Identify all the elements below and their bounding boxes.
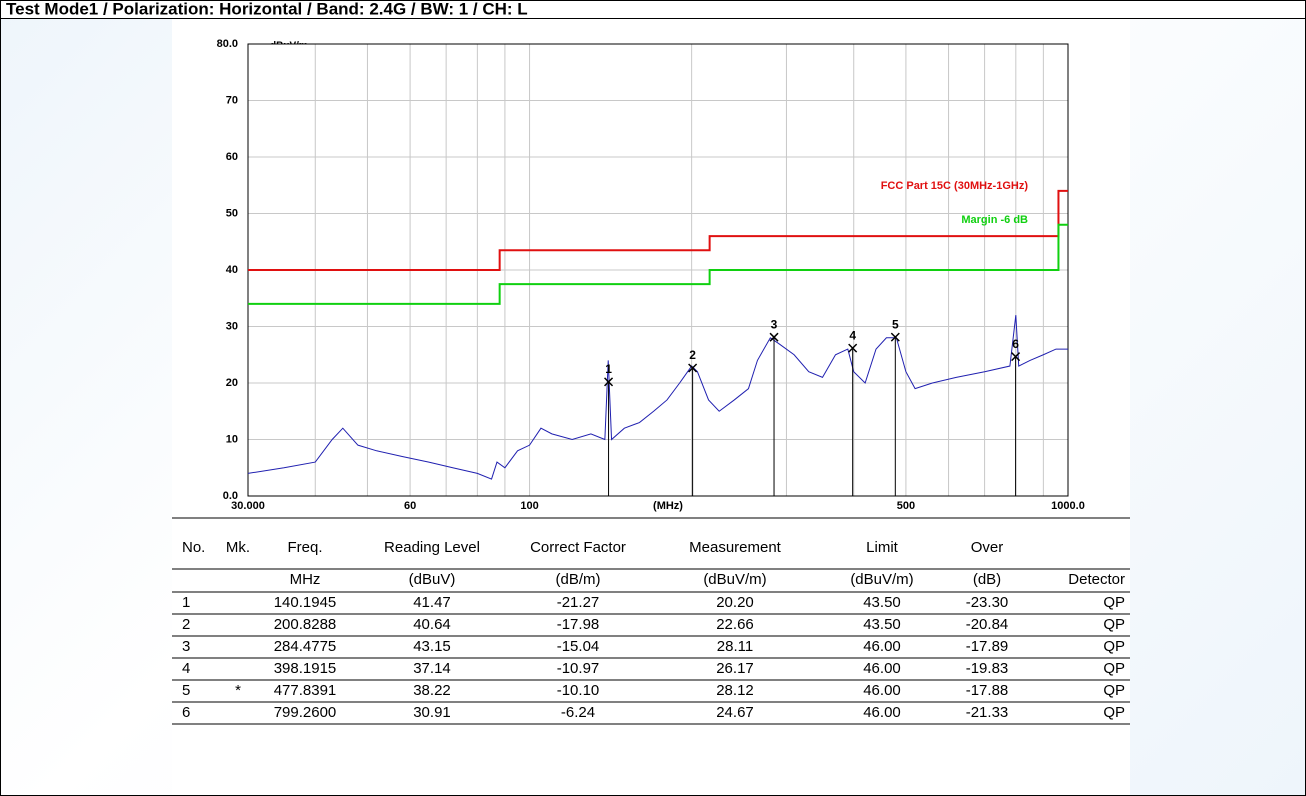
marker [604,377,614,387]
table-cell: 284.4775 [274,638,337,655]
table-cell: (dBuV/m) [703,571,766,588]
table-cell: No. [182,539,205,556]
marker-label: 5 [892,317,899,331]
x-tick-label: 1000.0 [1051,500,1085,512]
table-cell: Over [971,539,1004,556]
table-cell: 46.00 [863,660,901,677]
legend-entry: Margin -6 dB [961,214,1028,226]
table-cell: -20.84 [966,616,1009,633]
marker [848,343,858,353]
table-cell: 46.00 [863,682,901,699]
table-cell: 6 [182,704,190,721]
marker-label: 2 [689,348,696,362]
marker [688,363,698,373]
table-cell: Reading Level [384,539,480,556]
table-cell: 30.91 [413,704,451,721]
table-cell: 28.12 [716,682,754,699]
marker-label: 1 [605,362,612,376]
marker-label: 4 [849,328,856,342]
x-tick-label: 500 [897,500,915,512]
table-cell: 477.8391 [274,682,337,699]
table-cell: 200.8288 [274,616,337,633]
series-line [248,189,1068,271]
y-tick-label: 60 [226,151,238,163]
table-cell: 140.1945 [274,594,337,611]
table-cell: 46.00 [863,638,901,655]
table-cell: 1 [182,594,190,611]
y-tick-label: 80.0 [217,38,238,50]
series-line [247,315,1068,480]
table-cell: 40.64 [413,616,451,633]
table-cell: QP [1103,594,1125,611]
table-cell: 28.11 [717,638,753,655]
table-cell: (dBuV) [409,571,456,588]
table-cell: Measurement [689,539,782,556]
table-cell: QP [1103,616,1125,633]
table-cell: 22.66 [716,616,754,633]
table-cell: (dBuV/m) [850,571,913,588]
y-tick-label: 30 [226,320,238,332]
marker [1011,352,1021,362]
table-cell: 398.1915 [274,660,337,677]
table-cell: QP [1103,638,1125,655]
table-cell: MHz [290,571,321,588]
table-cell: 43.50 [863,616,901,633]
table-cell: -19.83 [966,660,1009,677]
table-cell: -23.30 [966,594,1009,611]
table-cell: -17.98 [557,616,600,633]
table-cell: 41.47 [413,594,451,611]
y-tick-label: 70 [226,94,238,106]
table-cell: QP [1103,704,1125,721]
series-line [248,223,1068,305]
table-cell: 3 [182,638,190,655]
y-tick-label: 20 [226,377,238,389]
marker [890,332,900,342]
table-cell: -17.88 [966,682,1009,699]
table-cell: 799.2600 [274,704,337,721]
table-cell: 38.22 [413,682,451,699]
table-cell: -10.10 [557,682,600,699]
table-cell: QP [1103,682,1125,699]
x-tick-label: 100 [520,500,538,512]
table-cell: Mk. [226,539,250,556]
table-cell: -6.24 [561,704,595,721]
table-cell: (dB/m) [556,571,601,588]
legend-entry: FCC Part 15C (30MHz-1GHz) [881,180,1029,192]
table-cell: Freq. [287,539,322,556]
table-cell: -21.27 [557,594,600,611]
table-cell: 43.50 [863,594,901,611]
table-cell: 20.20 [716,594,754,611]
y-tick-label: 0.0 [223,490,238,502]
table-cell: (dB) [973,571,1001,588]
table-cell: Detector [1068,571,1125,588]
table-cell: QP [1103,660,1125,677]
table-cell: -21.33 [966,704,1009,721]
table-cell: * [235,682,241,699]
table-cell: 37.14 [413,660,451,677]
marker-label: 6 [1012,337,1019,351]
table-cell: Correct Factor [530,539,626,556]
x-axis-label: (MHz) [653,500,683,512]
marker [769,332,779,342]
table-cell: -15.04 [557,638,600,655]
chart-title: Test Mode1 / Polarization: Horizontal / … [6,0,528,18]
table-cell: 2 [182,616,190,633]
table-cell: 26.17 [716,660,754,677]
table-cell: 24.67 [716,704,754,721]
y-tick-label: 50 [226,207,238,219]
table-cell: 5 [182,682,190,699]
y-tick-label: 10 [226,433,238,445]
table-cell: 4 [182,660,190,677]
y-tick-label: 40 [226,264,238,276]
x-tick-label: 30.000 [231,500,265,512]
table-cell: -10.97 [557,660,600,677]
x-tick-label: 60 [404,500,416,512]
marker-label: 3 [771,317,778,331]
table-cell: 43.15 [413,638,451,655]
table-cell: Limit [866,539,899,556]
table-cell: -17.89 [966,638,1009,655]
table-cell: 46.00 [863,704,901,721]
